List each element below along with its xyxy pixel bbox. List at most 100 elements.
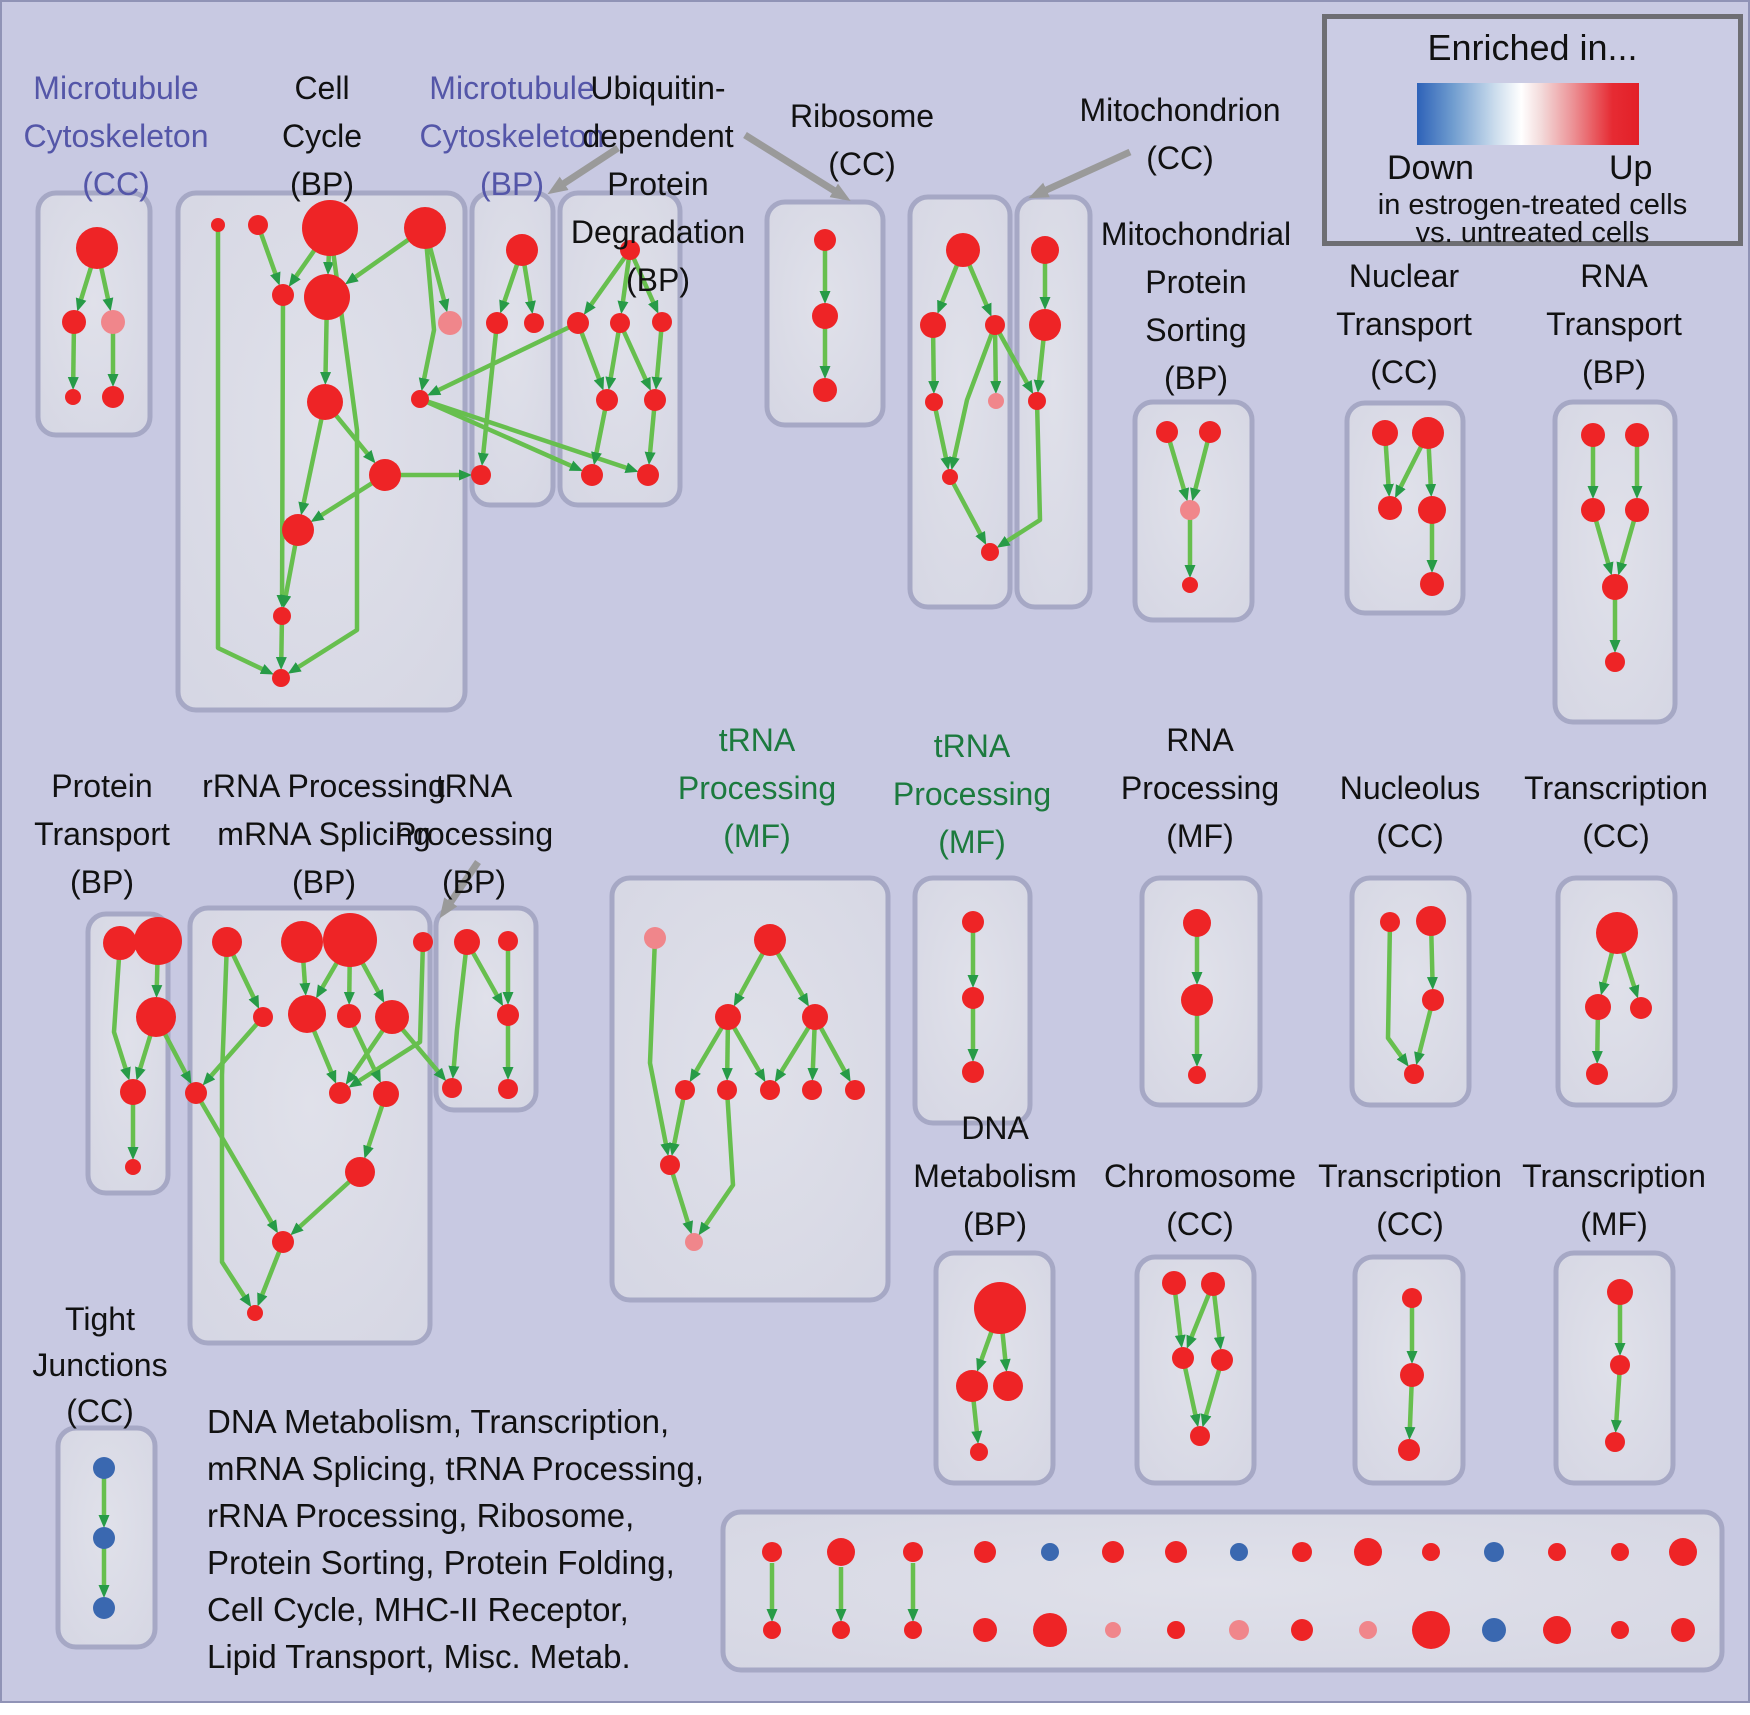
cluster-label-trna-mf-2: tRNA Processing (MF) bbox=[742, 722, 1202, 866]
cluster-box-trna-bp bbox=[433, 905, 539, 1113]
cluster-label-rna-proc-mf: RNA Processing (MF) bbox=[970, 716, 1430, 860]
label-line: Junctions bbox=[32, 1347, 168, 1383]
annotation-arrow-ubiquitin-to-left-box bbox=[547, 145, 620, 195]
strip-node-bottom-6 bbox=[1105, 1622, 1121, 1638]
label-line: Metabolism bbox=[913, 1158, 1077, 1194]
graph-edge bbox=[287, 227, 360, 674]
label-line: (BP) bbox=[626, 262, 690, 298]
graph-node-c3 bbox=[302, 200, 358, 256]
graph-node-z5 bbox=[1602, 574, 1628, 600]
graph-node-q1 bbox=[212, 927, 242, 957]
label-line: Tight bbox=[65, 1301, 135, 1337]
label-line: (CC) bbox=[1582, 818, 1650, 854]
graph-edge bbox=[583, 248, 632, 315]
legend-down-label: Down bbox=[1387, 149, 1474, 187]
graph-node-k1 bbox=[1162, 1271, 1186, 1295]
graph-node-r7 bbox=[981, 543, 999, 561]
label-line: Transcription bbox=[1318, 1158, 1502, 1194]
graph-node-n2 bbox=[1181, 984, 1213, 1016]
cluster-label-dna-metabolism: DNA Metabolism (BP) bbox=[765, 1104, 1225, 1248]
strip-node-bottom-15 bbox=[1671, 1618, 1695, 1642]
graph-node-u6 bbox=[644, 389, 666, 411]
legend-gradient-bar bbox=[1417, 83, 1639, 145]
graph-node-c7 bbox=[438, 311, 462, 335]
graph-node-r1 bbox=[946, 233, 980, 267]
graph-edge bbox=[219, 941, 252, 1308]
graph-node-m4 bbox=[471, 465, 491, 485]
graph-node-qb1 bbox=[185, 1082, 207, 1104]
cluster-box-mitochondrion bbox=[1014, 194, 1093, 610]
strip-node-top-10 bbox=[1354, 1538, 1382, 1566]
graph-node-t4 bbox=[442, 1078, 462, 1098]
graph-node-h3 bbox=[1630, 997, 1652, 1019]
label-line: Protein bbox=[1145, 264, 1247, 300]
graph-node-s1 bbox=[962, 911, 984, 933]
graph-node-k4 bbox=[1211, 1349, 1233, 1371]
graph-edge bbox=[617, 322, 651, 391]
graph-node-qb2 bbox=[329, 1082, 351, 1104]
strip-node-top-14 bbox=[1611, 1543, 1629, 1561]
graph-node-g5 bbox=[675, 1080, 695, 1100]
label-line: Processing bbox=[394, 816, 554, 852]
strip-node-top-12 bbox=[1484, 1542, 1504, 1562]
cluster-label-trna-bp: tRNA Processing (BP) bbox=[244, 762, 704, 906]
graph-node-p4 bbox=[120, 1079, 146, 1105]
graph-node-n3 bbox=[1188, 1066, 1206, 1084]
label-line: Processing bbox=[892, 776, 1052, 812]
label-line: (BP) bbox=[70, 864, 134, 900]
strip-node-top-9 bbox=[1292, 1542, 1312, 1562]
cluster-label-cell-cycle: Cell Cycle (BP) bbox=[92, 64, 552, 208]
cluster-box-rna-transport bbox=[1552, 399, 1678, 725]
label-line: (BP) bbox=[292, 864, 356, 900]
graph-node-g6 bbox=[717, 1080, 737, 1100]
misc-text-line: DNA Metabolism, Transcription, bbox=[207, 1403, 670, 1440]
legend-box: Enriched in... Down Up in estrogen-treat… bbox=[1322, 14, 1743, 249]
graph-node-a5 bbox=[102, 386, 124, 408]
label-line: Cell bbox=[294, 70, 350, 106]
graph-node-n1 bbox=[1183, 909, 1211, 937]
label-line: RNA bbox=[1166, 722, 1234, 758]
label-line: Nuclear bbox=[1348, 258, 1460, 294]
misc-text-line: mRNA Splicing, tRNA Processing, bbox=[207, 1450, 705, 1487]
graph-edge bbox=[1385, 921, 1409, 1067]
strip-node-bottom-12 bbox=[1482, 1618, 1506, 1642]
graph-node-u1 bbox=[620, 240, 640, 260]
label-line: Transcription bbox=[1522, 1158, 1706, 1194]
graph-node-qm4 bbox=[375, 1000, 409, 1034]
graph-node-r3 bbox=[985, 315, 1005, 335]
label-line: tRNA bbox=[933, 728, 1011, 764]
strip-node-bottom-7 bbox=[1167, 1621, 1185, 1639]
label-line: (CC) bbox=[1146, 140, 1214, 176]
cluster-label-chromosome: Chromosome (CC) bbox=[970, 1152, 1430, 1248]
misc-categories-text: DNA Metabolism, Transcription, mRNA Splic… bbox=[207, 1398, 704, 1680]
annotation-arrow-trna-bp-to-box bbox=[439, 860, 481, 919]
graph-node-j3 bbox=[93, 1597, 115, 1619]
cluster-label-nuclear-transport: Nuclear Transport (CC) bbox=[1174, 252, 1634, 396]
label-line: RNA bbox=[1580, 258, 1648, 294]
misc-text-line: Lipid Transport, Misc. Metab. bbox=[207, 1638, 631, 1675]
graph-edge bbox=[667, 1164, 694, 1235]
graph-edge bbox=[948, 475, 987, 545]
graph-node-m3 bbox=[524, 313, 544, 333]
graph-edge bbox=[931, 401, 952, 471]
graph-node-o4 bbox=[1404, 1064, 1424, 1084]
cluster-label-transcription-mf: Transcription (MF) bbox=[1384, 1152, 1750, 1248]
cluster-box-ubiq-left bbox=[557, 190, 683, 508]
cluster-box-chromosome bbox=[1134, 1254, 1257, 1486]
cluster-label-ribosome: Ribosome (CC) bbox=[632, 92, 1092, 188]
graph-edge bbox=[448, 941, 470, 1080]
label-line: tRNA bbox=[718, 722, 796, 758]
label-line: Mitochondrion bbox=[1079, 92, 1281, 128]
graph-node-y1 bbox=[1372, 420, 1398, 446]
cluster-label-rrna-processing: rRNA Processing mRNA Splicing (BP) bbox=[94, 762, 554, 906]
graph-node-c10 bbox=[369, 459, 401, 491]
graph-node-w3 bbox=[1028, 392, 1046, 410]
legend-subtitle-1: in estrogen-treated cells bbox=[1377, 189, 1688, 221]
label-line: Cycle bbox=[281, 118, 362, 154]
graph-node-qm2 bbox=[288, 995, 326, 1033]
graph-node-p2 bbox=[134, 917, 182, 965]
graph-node-x3 bbox=[1180, 500, 1200, 520]
graph-node-c12 bbox=[273, 607, 291, 625]
graph-node-h4 bbox=[1586, 1063, 1608, 1085]
